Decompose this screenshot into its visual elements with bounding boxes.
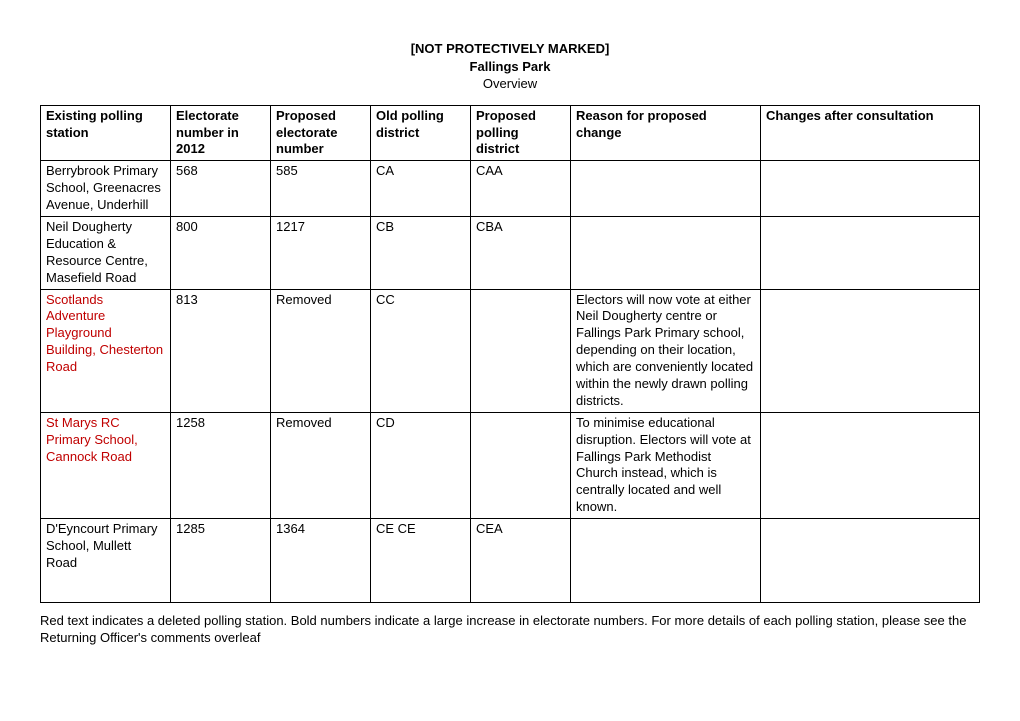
cell-newdist [471,412,571,518]
page-subtitle: Overview [40,75,980,93]
cell-changes [761,161,980,217]
page-title: Fallings Park [40,58,980,76]
cell-station: Neil Dougherty Education & Resource Cent… [41,216,171,289]
table-row: Neil Dougherty Education & Resource Cent… [41,216,980,289]
table-row: Scotlands Adventure Playground Building,… [41,289,980,412]
cell-newdist [471,289,571,412]
document-header: [NOT PROTECTIVELY MARKED] Fallings Park … [40,40,980,93]
cell-reason [571,519,761,603]
cell-old: CE CE [371,519,471,603]
col-header-reason: Reason for proposed change [571,105,761,161]
table-row: St Marys RC Primary School, Cannock Road… [41,412,980,518]
cell-newdist: CBA [471,216,571,289]
cell-elec2012: 1285 [171,519,271,603]
cell-elec2012: 568 [171,161,271,217]
cell-elec2012: 1258 [171,412,271,518]
cell-elec2012: 813 [171,289,271,412]
cell-proposed: Removed [271,412,371,518]
cell-proposed: 1217 [271,216,371,289]
col-header-old: Old polling district [371,105,471,161]
cell-changes [761,289,980,412]
cell-newdist: CAA [471,161,571,217]
cell-old: CA [371,161,471,217]
table-body: Berrybrook Primary School, Greenacres Av… [41,161,980,602]
col-header-changes: Changes after consultation [761,105,980,161]
table-header-row: Existing polling station Electorate numb… [41,105,980,161]
cell-station: St Marys RC Primary School, Cannock Road [41,412,171,518]
cell-changes [761,519,980,603]
document-page: [NOT PROTECTIVELY MARKED] Fallings Park … [0,0,1020,721]
col-header-newdist: Proposed polling district [471,105,571,161]
col-header-proposed: Proposed electorate number [271,105,371,161]
cell-reason: To minimise educational disruption. Elec… [571,412,761,518]
cell-old: CB [371,216,471,289]
table-row: D'Eyncourt Primary School, Mullett Road1… [41,519,980,603]
cell-proposed: Removed [271,289,371,412]
col-header-elec2012: Electorate number in 2012 [171,105,271,161]
table-row: Berrybrook Primary School, Greenacres Av… [41,161,980,217]
cell-elec2012: 800 [171,216,271,289]
cell-changes [761,216,980,289]
cell-proposed: 585 [271,161,371,217]
cell-station: D'Eyncourt Primary School, Mullett Road [41,519,171,603]
cell-newdist: CEA [471,519,571,603]
cell-old: CD [371,412,471,518]
footnote: Red text indicates a deleted polling sta… [40,613,980,647]
cell-station: Berrybrook Primary School, Greenacres Av… [41,161,171,217]
cell-changes [761,412,980,518]
protective-marking: [NOT PROTECTIVELY MARKED] [40,40,980,58]
polling-station-table: Existing polling station Electorate numb… [40,105,980,603]
col-header-station: Existing polling station [41,105,171,161]
cell-reason [571,161,761,217]
cell-proposed: 1364 [271,519,371,603]
cell-old: CC [371,289,471,412]
cell-station: Scotlands Adventure Playground Building,… [41,289,171,412]
cell-reason [571,216,761,289]
cell-reason: Electors will now vote at either Neil Do… [571,289,761,412]
